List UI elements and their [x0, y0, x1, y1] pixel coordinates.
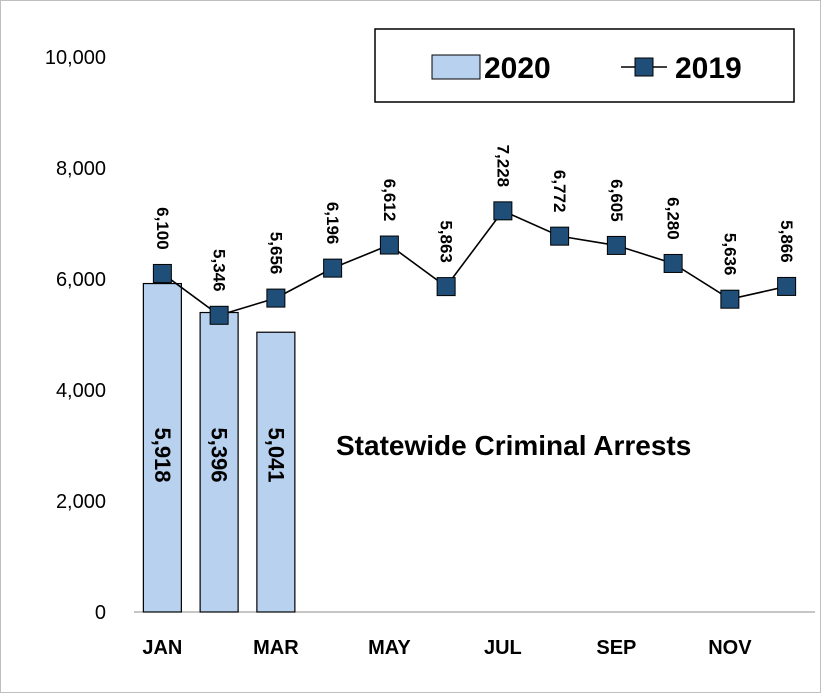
bar-2020: [199, 311, 239, 613]
x-tick-label: MAR: [253, 637, 299, 659]
legend: 2020 2019: [374, 28, 795, 103]
y-tick-label: 2,000: [56, 491, 106, 513]
bar-series-2020: 5,918 5,396 5,041: [142, 282, 296, 613]
line-2019-marker: [323, 258, 343, 278]
x-tick-label: JUL: [484, 637, 522, 659]
line-series-2019: 6,100 5,346 5,656 6,196 6,612 5,863 7,228 6,772…: [152, 145, 797, 325]
line-2019-marker: [606, 235, 626, 255]
line-data-label: 6,612: [380, 179, 399, 222]
bar-data-label: 5,396: [207, 427, 232, 482]
line-2019-marker: [266, 288, 286, 308]
bar-data-label: 5,041: [263, 427, 288, 482]
bar-2020: [256, 331, 296, 613]
line-data-label: 5,866: [777, 220, 796, 263]
x-axis-ticks: JAN MAR MAY JUL SEP NOV: [142, 637, 752, 659]
line-data-label: 6,280: [664, 197, 683, 240]
line-2019-marker: [663, 253, 683, 273]
line-data-label: 6,196: [323, 202, 342, 245]
y-tick-label: 10,000: [45, 47, 106, 69]
line-2019-marker: [209, 305, 229, 325]
line-2019-marker: [493, 201, 513, 221]
line-data-label: 6,772: [550, 170, 569, 213]
line-2019-marker: [720, 289, 740, 309]
x-tick-label: SEP: [596, 637, 636, 659]
line-2019-path: [161, 209, 787, 317]
line-2019-marker: [436, 277, 456, 297]
line-2019-marker: [379, 235, 399, 255]
line-2019-marker: [550, 226, 570, 246]
y-tick-label: 4,000: [56, 380, 106, 402]
line-data-label: 5,636: [720, 233, 739, 276]
y-axis-ticks: 0 2,000 4,000 6,000 8,000 10,000: [45, 47, 106, 624]
bar-2020: [142, 282, 182, 613]
x-tick-label: NOV: [708, 637, 752, 659]
bar-data-label: 5,918: [150, 427, 175, 482]
legend-label-2019: 2019: [675, 52, 742, 85]
chart-title: Statewide Criminal Arrests: [336, 430, 691, 461]
line-2019-marker: [777, 276, 797, 296]
x-tick-label: MAY: [368, 637, 411, 659]
line-data-label: 5,346: [210, 249, 229, 292]
line-data-label: 6,605: [607, 179, 626, 222]
line-data-label: 5,863: [437, 220, 456, 263]
y-tick-label: 0: [95, 602, 106, 624]
x-tick-label: JAN: [142, 637, 182, 659]
legend-marker-2019: [634, 57, 654, 77]
y-tick-label: 8,000: [56, 158, 106, 180]
line-data-label: 5,656: [266, 232, 285, 275]
legend-swatch-2020: [431, 54, 481, 80]
line-data-label: 7,228: [493, 145, 512, 188]
y-tick-label: 6,000: [56, 269, 106, 291]
line-data-label: 6,100: [153, 207, 172, 250]
legend-label-2020: 2020: [484, 52, 551, 85]
line-2019-marker: [152, 263, 172, 283]
